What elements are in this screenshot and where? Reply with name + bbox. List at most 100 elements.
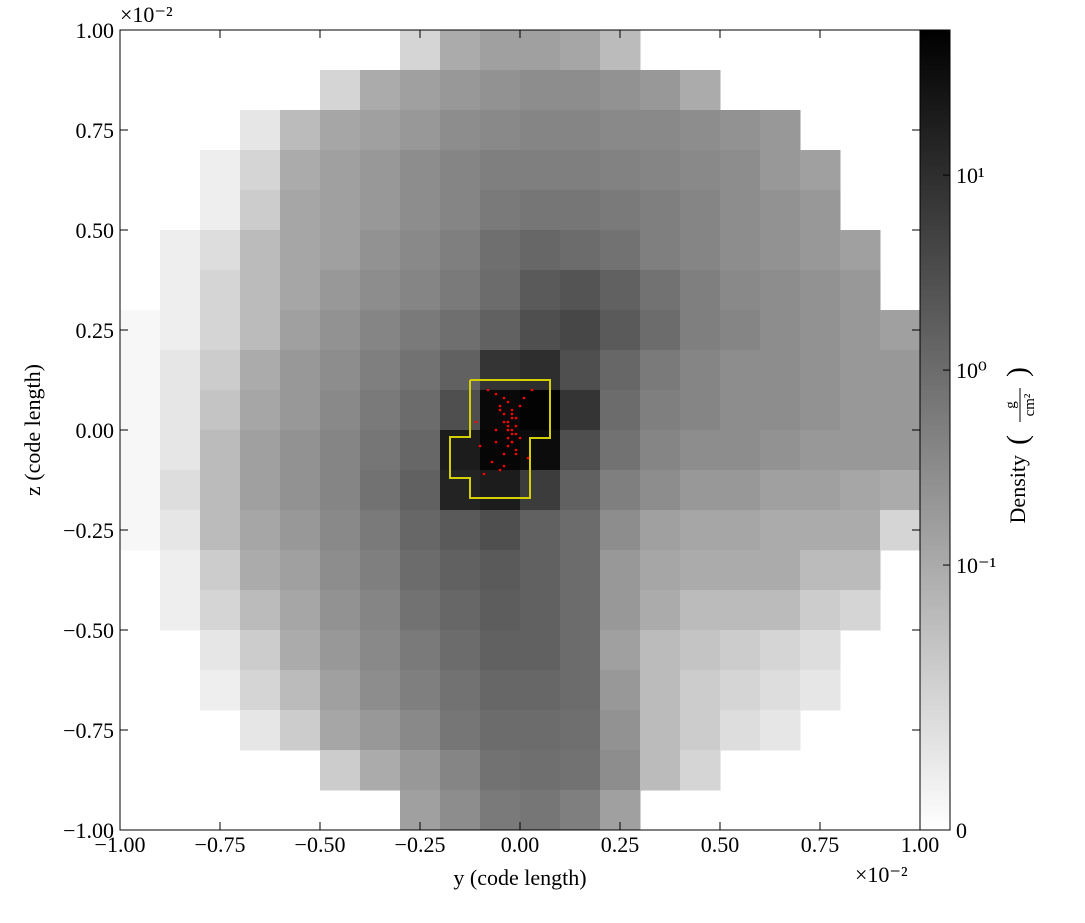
colorbar-gradient [920, 65, 950, 71]
heatmap-cell [360, 390, 401, 431]
heatmap-cell [600, 470, 641, 511]
x-tick-label: 1.00 [901, 832, 940, 857]
heatmap-cell [800, 550, 841, 591]
colorbar-gradient [920, 605, 950, 611]
colorbar-gradient [920, 610, 950, 616]
colorbar-gradient [920, 630, 950, 636]
heatmap-cell [680, 630, 721, 671]
colorbar-gradient [920, 445, 950, 451]
heatmap-cell [440, 750, 481, 791]
heatmap-cell [400, 630, 441, 671]
heatmap-cell [600, 70, 641, 111]
colorbar-gradient [920, 435, 950, 441]
heatmap-cell [760, 630, 801, 671]
colorbar-label: Density (g cm²) [1001, 367, 1038, 523]
heatmap-cell [280, 190, 321, 231]
heatmap-cell [480, 230, 521, 271]
heatmap-cell [280, 550, 321, 591]
heatmap-cell [280, 590, 321, 631]
colorbar-gradient [920, 615, 950, 621]
heatmap-cell [760, 110, 801, 151]
heatmap-cell [240, 590, 281, 631]
particle [510, 428, 514, 432]
colorbar-gradient [920, 555, 950, 561]
heatmap-cell [760, 270, 801, 311]
colorbar-gradient [920, 490, 950, 496]
colorbar-gradient [920, 220, 950, 226]
particle [506, 444, 510, 448]
heatmap-cell [680, 590, 721, 631]
particle [502, 396, 506, 400]
heatmap-cell [560, 190, 601, 231]
heatmap-cell [760, 590, 801, 631]
heatmap-cell [280, 110, 321, 151]
contour [449, 379, 551, 499]
heatmap-cell [480, 350, 521, 391]
x-tick-label: 0.75 [801, 832, 840, 857]
heatmap-cell [680, 190, 721, 231]
heatmap-cell [400, 510, 441, 551]
colorbar-gradient [920, 580, 950, 586]
colorbar-gradient [920, 510, 950, 516]
particle [494, 392, 498, 396]
heatmap-cell [800, 310, 841, 351]
heatmap-cell [360, 550, 401, 591]
heatmap-cell [800, 230, 841, 271]
heatmap-cell [800, 510, 841, 551]
heatmap-cell [720, 470, 761, 511]
colorbar-gradient [920, 385, 950, 391]
heatmap-cell [840, 230, 881, 271]
heatmap-cell [600, 230, 641, 271]
y-tick-label: −1.00 [63, 818, 114, 843]
colorbar-gradient [920, 805, 950, 811]
colorbar-gradient [920, 500, 950, 506]
heatmap-cell [760, 470, 801, 511]
particle [530, 388, 534, 392]
colorbar-gradient [920, 245, 950, 251]
heatmap-cell [640, 110, 681, 151]
heatmap-cell [520, 30, 561, 71]
heatmap-cell [320, 670, 361, 711]
colorbar-gradient [920, 595, 950, 601]
colorbar: 0 10⁻¹ 10⁰ 10¹ [919, 29, 996, 843]
heatmap-cell [240, 310, 281, 351]
colorbar-gradient [920, 465, 950, 471]
heatmap-cell [240, 550, 281, 591]
colorbar-gradient [920, 810, 950, 816]
heatmap-cell [560, 790, 601, 831]
y-tick-label: 0.50 [76, 218, 115, 243]
colorbar-gradient [920, 715, 950, 721]
heatmap-cell [400, 550, 441, 591]
colorbar-gradient [920, 415, 950, 421]
heatmap-cell [720, 390, 761, 431]
y-tick-label: −0.25 [63, 518, 114, 543]
colorbar-gradient [920, 645, 950, 651]
colorbar-gradient [920, 670, 950, 676]
y-offset-label: ×10⁻² [120, 2, 173, 27]
colorbar-gradient [920, 305, 950, 311]
heatmap-cell [440, 630, 481, 671]
particle [514, 448, 518, 452]
colorbar-gradient [920, 210, 950, 216]
heatmap-cell [800, 670, 841, 711]
heatmap-cell [440, 790, 481, 831]
heatmap-cell [560, 590, 601, 631]
colorbar-gradient [920, 35, 950, 41]
colorbar-gradient [920, 200, 950, 206]
colorbar-gradient [920, 690, 950, 696]
colorbar-gradient [920, 315, 950, 321]
heatmap-cell [680, 230, 721, 271]
heatmap-cell [520, 230, 561, 271]
colorbar-gradient [920, 265, 950, 271]
heatmap-cell [400, 150, 441, 191]
particle [506, 428, 510, 432]
colorbar-gradient [920, 70, 950, 76]
particle [522, 396, 526, 400]
heatmap-cell [800, 390, 841, 431]
heatmap-cell [840, 510, 881, 551]
colorbar-gradient [920, 290, 950, 296]
colorbar-gradient [920, 180, 950, 186]
colorbar-gradient [920, 535, 950, 541]
heatmap-cell [440, 350, 481, 391]
colorbar-gradient [920, 320, 950, 326]
